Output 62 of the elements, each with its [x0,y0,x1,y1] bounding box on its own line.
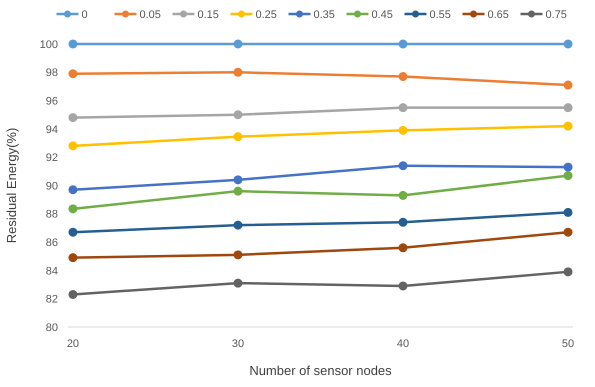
point [398,103,408,112]
point [398,218,408,227]
point [398,190,408,200]
legend-label: 0.65 [488,8,509,21]
point [233,186,242,196]
y-axis-title: Residual Energy(%) [4,128,19,244]
point [564,171,573,180]
y-tick-label: 80 [46,322,58,334]
point [398,281,408,290]
point [564,208,573,217]
point [398,126,408,135]
point [233,175,242,184]
point [68,113,78,122]
point [233,40,242,48]
point [564,103,573,112]
point [398,161,408,170]
point [233,110,242,120]
point [68,40,78,48]
point [564,228,573,237]
point [233,132,242,142]
y-tick-label: 100 [40,38,58,51]
y-tick-label: 86 [46,236,58,249]
legend-label: 0.35 [314,8,335,21]
point [233,68,242,77]
point [68,290,78,299]
point [564,267,573,276]
legend-label: 0.75 [546,8,567,21]
x-axis-title: Number of sensor nodes [249,363,392,378]
y-tick-label: 96 [46,95,58,108]
y-tick-label: 82 [46,294,58,306]
legend-label: 0.15 [198,8,219,21]
point [68,253,78,262]
y-tick-label: 84 [46,265,58,278]
point [68,185,78,194]
point [68,69,78,78]
legend-label: 0.55 [430,8,451,21]
point [398,40,408,48]
point [564,80,573,90]
y-tick-label: 98 [46,67,58,80]
point [68,204,78,214]
x-tick-label: 20 [66,338,80,350]
point [233,220,242,230]
x-tick-label: 40 [396,338,410,350]
point [233,250,242,260]
point [233,278,242,288]
point [398,243,408,252]
x-tick-label: 30 [232,338,244,350]
legend-label: 0.25 [256,8,277,21]
point [68,228,78,237]
point [398,72,408,82]
legend-label: 0.45 [372,8,393,21]
legend-label: 0 [82,8,88,21]
point [564,122,573,131]
point [68,141,78,150]
legend-label: 0.05 [140,8,161,21]
x-tick-label: 50 [562,338,574,350]
y-tick-label: 92 [46,152,58,164]
y-tick-label: 94 [46,124,58,136]
y-tick-label: 88 [46,208,58,221]
point [564,162,573,172]
y-tick-label: 90 [46,180,58,192]
point [564,40,573,48]
